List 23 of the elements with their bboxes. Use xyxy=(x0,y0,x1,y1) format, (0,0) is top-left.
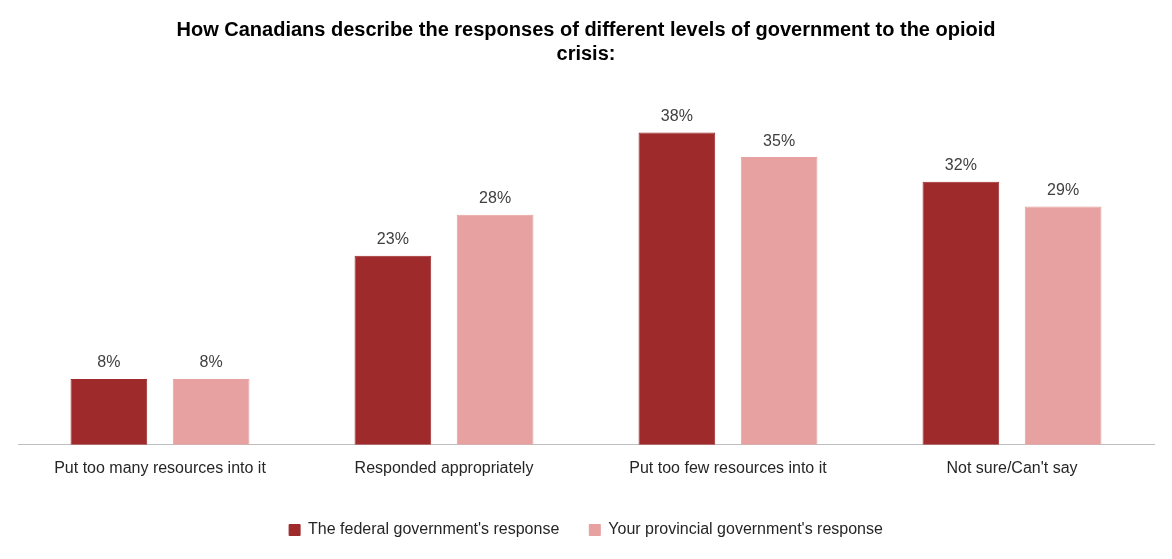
x-tick-label: Put too many resources into it xyxy=(54,458,267,476)
bar xyxy=(456,214,534,445)
legend-label: The federal government's response xyxy=(308,520,560,538)
data-label: 23% xyxy=(376,230,409,248)
data-label: 28% xyxy=(479,189,512,207)
bar xyxy=(172,379,250,445)
bar xyxy=(740,157,818,445)
bar xyxy=(354,255,432,445)
data-label: 35% xyxy=(763,131,796,149)
data-label: 29% xyxy=(1047,180,1080,198)
data-label: 8% xyxy=(199,353,223,371)
x-tick-label: Responded appropriately xyxy=(354,458,534,476)
data-label: 8% xyxy=(97,353,121,371)
data-label: 32% xyxy=(944,156,977,174)
bar xyxy=(638,132,716,445)
data-label: 38% xyxy=(660,106,693,124)
chart-title: How Canadians describe the responses of different levels of government to the opioid crisis: xyxy=(176,17,996,64)
bar xyxy=(1024,206,1102,445)
x-tick-label: Put too few resources into it xyxy=(629,458,828,476)
legend-label: Your provincial government's response xyxy=(608,520,884,538)
bar xyxy=(922,181,1000,445)
bar xyxy=(70,379,148,445)
x-tick-label: Not sure/Can't say xyxy=(946,458,1078,476)
